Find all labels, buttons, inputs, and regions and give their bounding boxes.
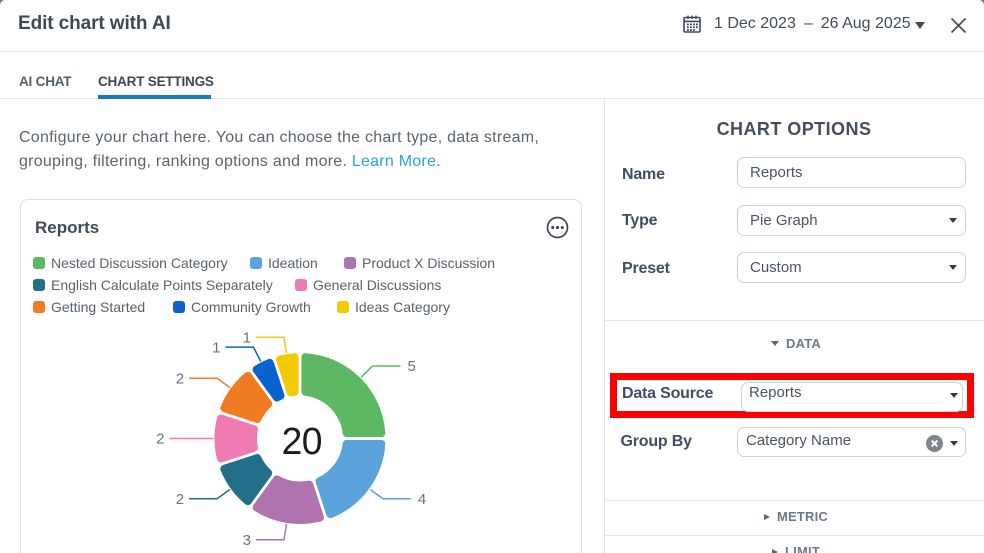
svg-text:2: 2: [176, 371, 184, 388]
svg-text:2: 2: [176, 491, 184, 508]
svg-text:3: 3: [243, 532, 251, 549]
svg-text:1: 1: [212, 339, 220, 356]
svg-text:2: 2: [156, 431, 164, 448]
svg-text:4: 4: [418, 491, 426, 508]
svg-text:20: 20: [282, 420, 322, 462]
svg-text:5: 5: [408, 358, 416, 375]
svg-text:1: 1: [243, 330, 251, 347]
